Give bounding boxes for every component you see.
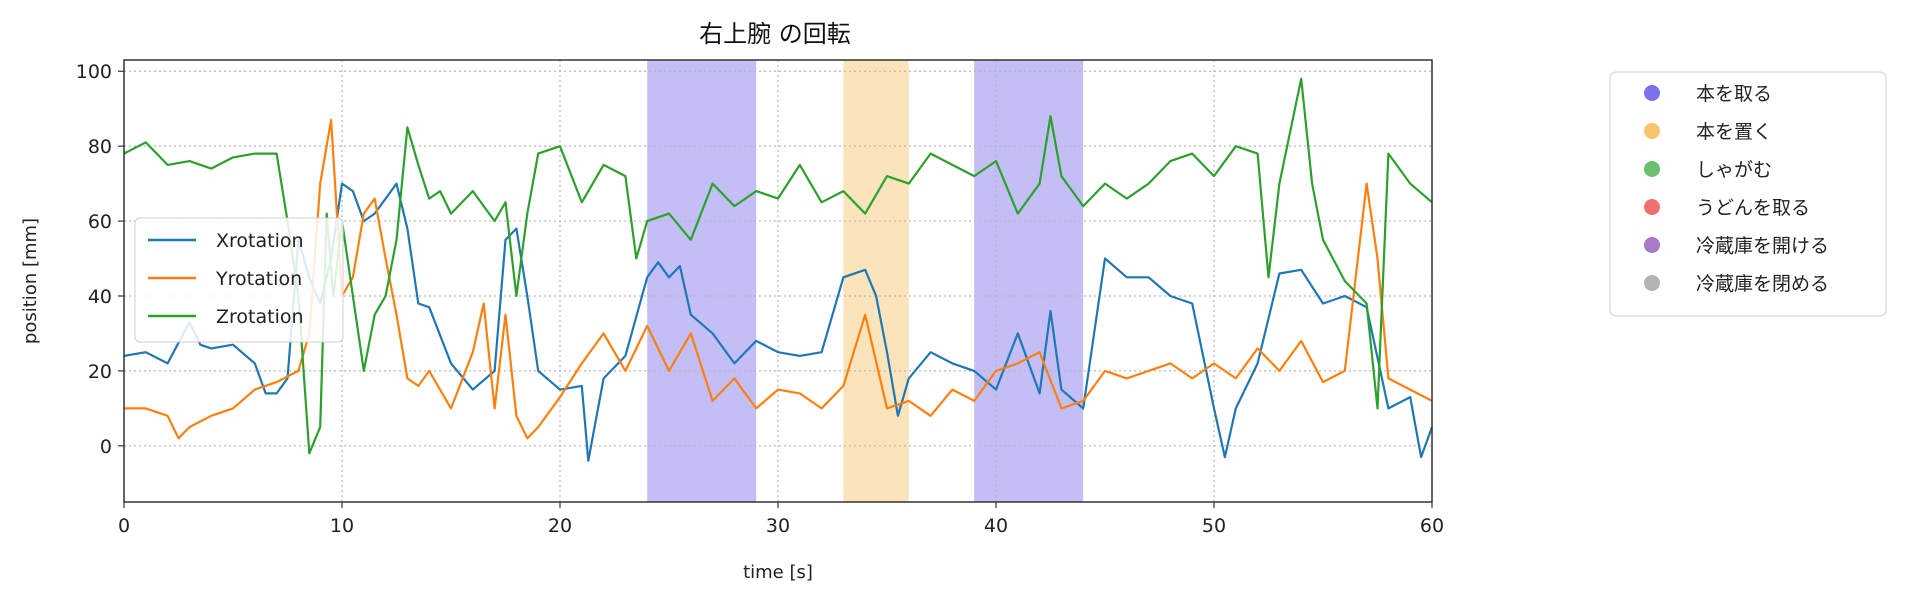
y-tick-label-1: 20: [88, 361, 112, 383]
activity-legend-label-3: うどんを取る: [1696, 197, 1810, 219]
y-axis-label: position [mm]: [20, 218, 41, 344]
activity-legend-marker-3: [1644, 199, 1660, 215]
y-tick-label-5: 100: [76, 61, 112, 83]
x-tick-label-3: 30: [766, 515, 790, 537]
event-bands: [647, 60, 1084, 502]
event-band-1: [843, 60, 909, 502]
activity-legend-marker-1: [1644, 123, 1660, 139]
series-line-yrotation: [124, 118, 1433, 440]
x-axis-ticks: 0 10 20 30 40 50 60: [118, 502, 1444, 537]
y-tick-label-4: 80: [88, 136, 112, 158]
plot-area: 0 10 20 30 40 50 60 0 20 40 60 80 100 Xrotation Yrot…: [76, 59, 1444, 537]
series-legend-label-1: Yrotation: [215, 268, 302, 290]
y-tick-label-3: 60: [88, 211, 112, 233]
activity-legend-label-5: 冷蔵庫を閉める: [1696, 273, 1829, 295]
event-band-2: [974, 60, 1084, 502]
event-band-0: [647, 60, 757, 502]
x-tick-label-2: 20: [548, 515, 572, 537]
activity-legend-marker-4: [1644, 237, 1660, 253]
series-legend-label-2: Zrotation: [216, 306, 304, 328]
series-legend: Xrotation Yrotation Zrotation: [134, 217, 344, 343]
series-legend-box: [134, 217, 344, 343]
x-tick-label-0: 0: [118, 515, 130, 537]
series-legend-label-0: Xrotation: [216, 230, 304, 252]
activity-legend-label-2: しゃがむ: [1696, 159, 1772, 181]
x-tick-label-4: 40: [984, 515, 1008, 537]
x-tick-label-6: 60: [1420, 515, 1444, 537]
activity-legend-marker-5: [1644, 275, 1660, 291]
activity-legend-marker-0: [1644, 85, 1660, 101]
x-tick-label-1: 10: [330, 515, 354, 537]
x-tick-label-5: 50: [1202, 515, 1226, 537]
activity-legend-label-0: 本を取る: [1696, 83, 1772, 105]
activity-legend-label-4: 冷蔵庫を開ける: [1696, 235, 1829, 257]
activity-legend-box: [1609, 71, 1887, 317]
activity-legend-marker-2: [1644, 161, 1660, 177]
y-axis-ticks: 0 20 40 60 80 100: [76, 61, 124, 458]
y-tick-label-2: 40: [88, 286, 112, 308]
x-axis-label: time [s]: [743, 562, 813, 583]
activity-legend-label-1: 本を置く: [1696, 121, 1772, 143]
y-tick-label-0: 0: [100, 436, 112, 458]
chart-title: 右上腕 の回転: [699, 20, 851, 48]
